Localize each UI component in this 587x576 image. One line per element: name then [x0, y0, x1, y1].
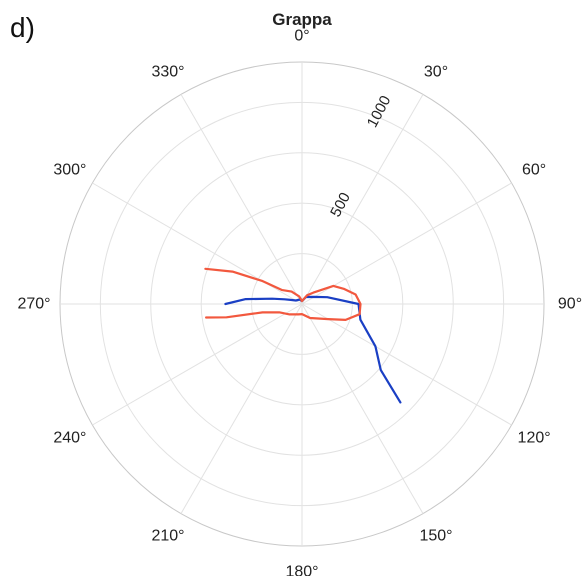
theta-tick-label: 90° — [558, 296, 582, 313]
theta-tick-label: 270° — [17, 296, 50, 313]
radial-tick-label: 1000 — [364, 93, 395, 130]
theta-grid-line — [180, 94, 303, 305]
theta-tick-labels: 0° 30° 60° 90° 120° 150° 180° 210° 240° 270° 300° 3… — [17, 28, 582, 576]
theta-grid-line — [301, 303, 512, 426]
theta-grid-line — [301, 182, 512, 305]
theta-tick-label: 30° — [424, 63, 448, 80]
theta-tick-label: 120° — [518, 430, 551, 447]
theta-tick-label: 180° — [285, 564, 318, 576]
theta-tick-label: 60° — [522, 162, 546, 179]
chart-title: Grappa — [272, 10, 332, 29]
series-line-0 — [224, 295, 402, 404]
panel-label: d) — [10, 12, 35, 43]
theta-tick-label: 0° — [294, 28, 309, 45]
theta-grid-line — [301, 94, 424, 305]
theta-tick-label: 240° — [53, 430, 86, 447]
theta-tick-label: 330° — [151, 63, 184, 80]
theta-tick-label: 150° — [419, 528, 452, 545]
polar-grid — [59, 61, 545, 547]
series-layer — [204, 267, 402, 404]
theta-grid-line — [180, 303, 303, 514]
theta-tick-label: 210° — [151, 528, 184, 545]
series-line-1 — [204, 267, 362, 321]
theta-grid-line — [301, 303, 424, 514]
theta-tick-label: 300° — [53, 162, 86, 179]
theta-grid-line — [92, 303, 303, 426]
